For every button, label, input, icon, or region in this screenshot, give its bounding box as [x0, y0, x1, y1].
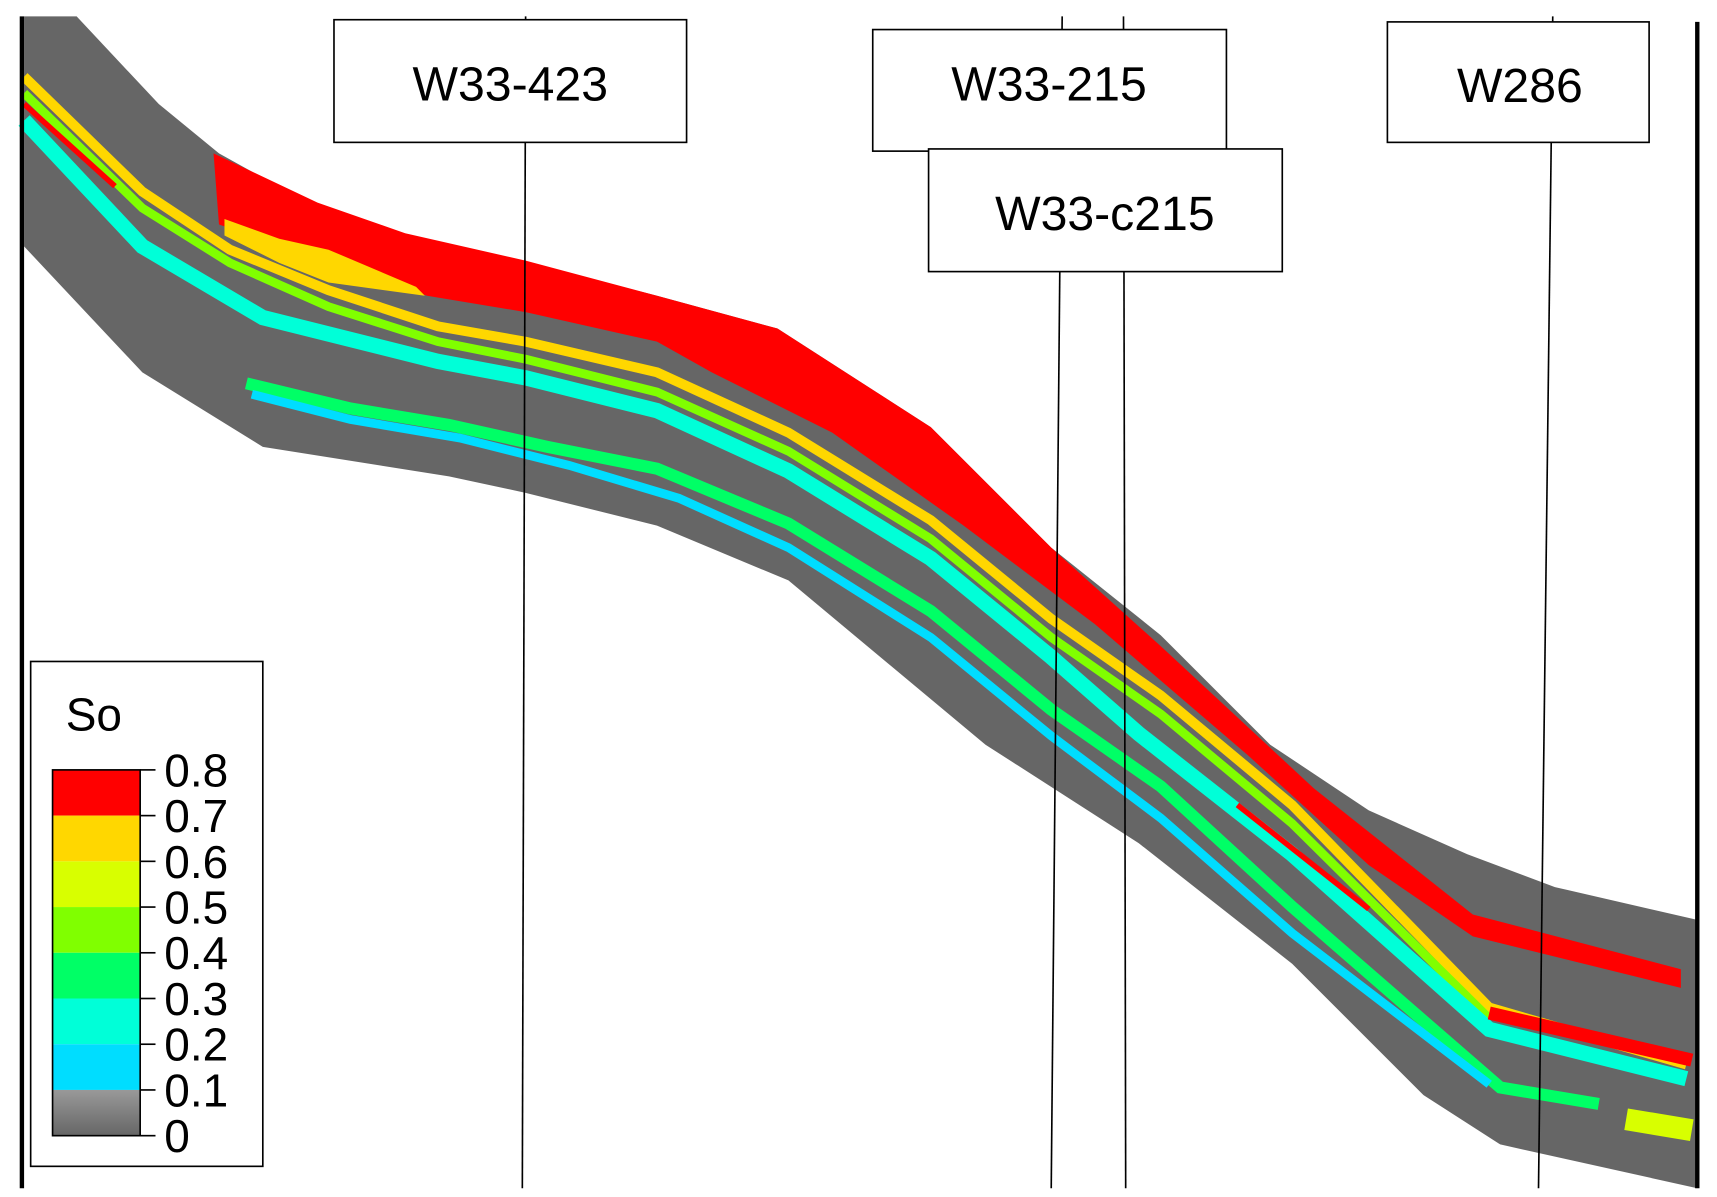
cyan-layer-lower [250, 390, 1492, 1088]
well-label-w33-423: W33-423 [333, 18, 688, 144]
well-name: W33-423 [413, 58, 608, 112]
legend-bin [52, 1089, 141, 1136]
well-name: W33-215 [951, 58, 1146, 112]
legend-tick-label: 0.6 [164, 836, 228, 888]
color-legend: So 0.80.70.60.50.40.30.20.10 [29, 660, 264, 1168]
legend-tick-label: 0 [164, 1110, 190, 1162]
well-label-w33-c215: W33-c215 [927, 148, 1284, 273]
well-name: W286 [1457, 59, 1583, 113]
high-saturation-layer [213, 153, 1681, 988]
legend-tick-label: 0.5 [164, 881, 228, 933]
legend-tick-label: 0.3 [164, 973, 228, 1025]
legend-tick-label: 0.1 [164, 1064, 228, 1116]
legend-tick-label: 0.8 [164, 744, 228, 796]
well-trajectory-w33-423 [521, 16, 527, 1189]
mid-saturation-patch [224, 219, 425, 296]
well-name: W33-c215 [995, 187, 1215, 241]
legend-bin [52, 1044, 141, 1090]
high-saturation-streak [22, 102, 117, 189]
legend-tick-label: 0.4 [164, 927, 228, 979]
low-saturation-layer [18, 115, 1689, 1087]
legend-tick-label: 0.7 [164, 790, 228, 842]
high-saturation-streak [1235, 802, 1371, 912]
yellow-patch [1624, 1108, 1694, 1141]
green-layer-upper [21, 89, 1493, 1022]
legend-bin [52, 769, 141, 816]
well-label-w286: W286 [1386, 21, 1650, 144]
legend-bin [52, 861, 141, 908]
legend-title: So [66, 688, 122, 740]
green-layer-lower [244, 377, 1600, 1110]
well-label-w33-215: W33-215 [871, 28, 1228, 152]
legend-bin [52, 907, 141, 953]
legend-bin [52, 952, 141, 999]
legend-tick-label: 0.2 [164, 1019, 228, 1071]
well-trajectory-w286 [1537, 16, 1554, 1189]
legend-bin [52, 998, 141, 1045]
mid-saturation-layer [20, 73, 1688, 1070]
legend-bin [52, 815, 141, 862]
high-saturation-streak [1487, 1006, 1694, 1067]
